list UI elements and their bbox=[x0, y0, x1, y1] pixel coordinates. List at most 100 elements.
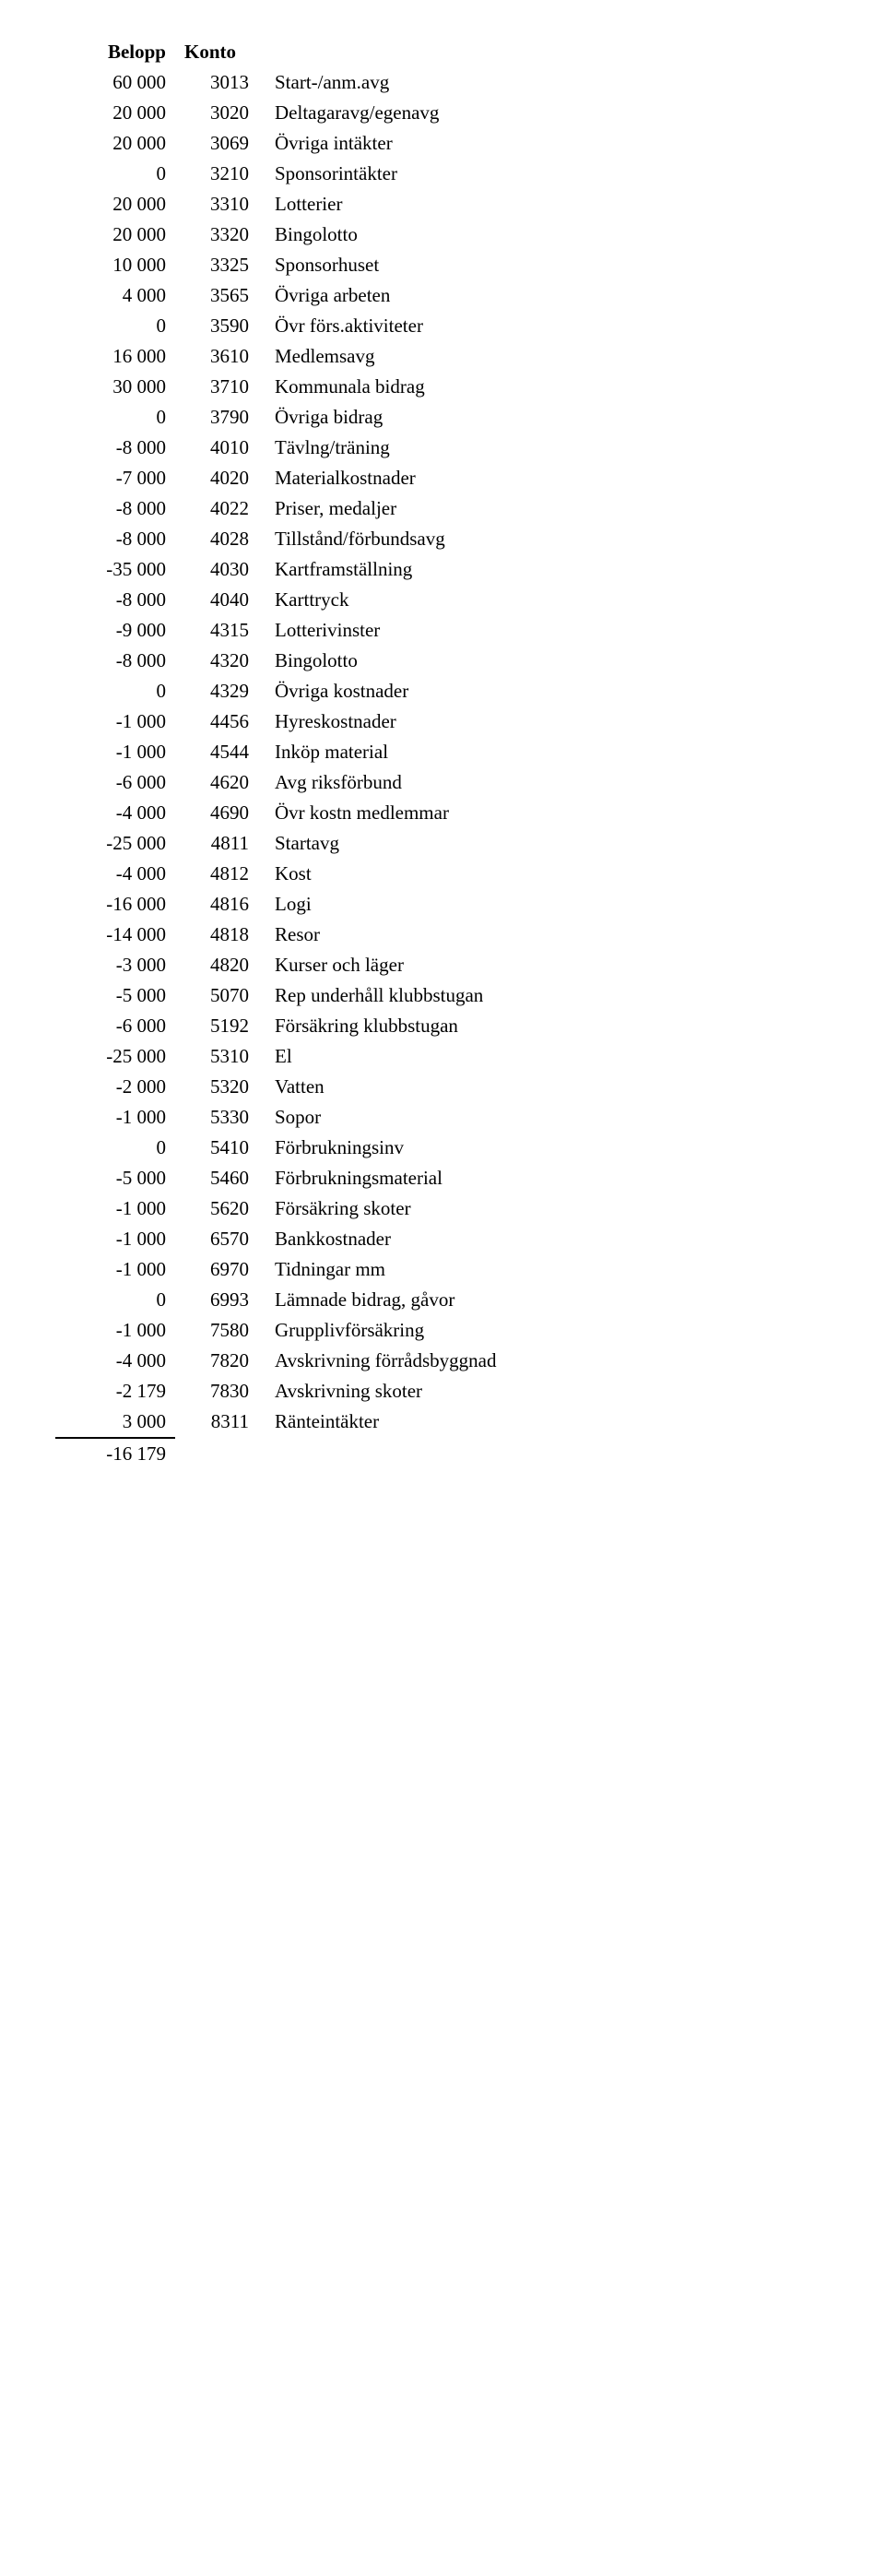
cell-belopp: -1 000 bbox=[55, 1315, 175, 1346]
header-konto: Konto bbox=[175, 37, 258, 67]
cell-belopp: -1 000 bbox=[55, 1102, 175, 1133]
cell-desc: Sponsorhuset bbox=[258, 250, 506, 280]
cell-konto: 3013 bbox=[175, 67, 258, 98]
cell-konto: 3020 bbox=[175, 98, 258, 128]
cell-desc: Förbrukningsinv bbox=[258, 1133, 506, 1163]
cell-konto: 4329 bbox=[175, 676, 258, 706]
cell-belopp: -1 000 bbox=[55, 706, 175, 737]
cell-konto: 4816 bbox=[175, 889, 258, 920]
cell-belopp: -1 000 bbox=[55, 1193, 175, 1224]
table-row: -6 0005192Försäkring klubbstugan bbox=[55, 1011, 506, 1041]
cell-konto: 3710 bbox=[175, 372, 258, 402]
cell-konto: 4812 bbox=[175, 859, 258, 889]
table-row: -35 0004030Kartframställning bbox=[55, 554, 506, 585]
cell-belopp: 20 000 bbox=[55, 98, 175, 128]
cell-belopp: 20 000 bbox=[55, 220, 175, 250]
cell-belopp: 60 000 bbox=[55, 67, 175, 98]
cell-belopp: -1 000 bbox=[55, 1254, 175, 1285]
table-row: -3 0004820Kurser och läger bbox=[55, 950, 506, 980]
cell-konto: 6570 bbox=[175, 1224, 258, 1254]
cell-belopp: -4 000 bbox=[55, 859, 175, 889]
table-row: -2 0005320Vatten bbox=[55, 1072, 506, 1102]
table-row: -1 0005620Försäkring skoter bbox=[55, 1193, 506, 1224]
table-row: -4 0007820Avskrivning förrådsbyggnad bbox=[55, 1346, 506, 1376]
cell-konto: 4030 bbox=[175, 554, 258, 585]
cell-konto: 3790 bbox=[175, 402, 258, 433]
cell-konto: 4620 bbox=[175, 767, 258, 798]
cell-belopp: 4 000 bbox=[55, 280, 175, 311]
cell-belopp: -2 179 bbox=[55, 1376, 175, 1407]
table-row: -2 1797830Avskrivning skoter bbox=[55, 1376, 506, 1407]
cell-desc: Materialkostnader bbox=[258, 463, 506, 493]
total-desc bbox=[258, 1438, 506, 1469]
cell-konto: 4811 bbox=[175, 828, 258, 859]
cell-belopp: 0 bbox=[55, 311, 175, 341]
table-row: 16 0003610Medlemsavg bbox=[55, 341, 506, 372]
cell-belopp: 0 bbox=[55, 1285, 175, 1315]
table-row: -8 0004022Priser, medaljer bbox=[55, 493, 506, 524]
cell-desc: Hyreskostnader bbox=[258, 706, 506, 737]
cell-belopp: 10 000 bbox=[55, 250, 175, 280]
cell-belopp: -4 000 bbox=[55, 798, 175, 828]
table-row: 60 0003013Start-/anm.avg bbox=[55, 67, 506, 98]
cell-konto: 5460 bbox=[175, 1163, 258, 1193]
cell-belopp: -35 000 bbox=[55, 554, 175, 585]
cell-belopp: -25 000 bbox=[55, 828, 175, 859]
cell-desc: Tillstånd/förbundsavg bbox=[258, 524, 506, 554]
cell-konto: 3069 bbox=[175, 128, 258, 159]
cell-desc: Vatten bbox=[258, 1072, 506, 1102]
cell-konto: 3610 bbox=[175, 341, 258, 372]
budget-table: Belopp Konto 60 0003013Start-/anm.avg20 … bbox=[55, 37, 506, 1469]
cell-desc: Startavg bbox=[258, 828, 506, 859]
cell-desc: Avskrivning skoter bbox=[258, 1376, 506, 1407]
cell-belopp: -16 000 bbox=[55, 889, 175, 920]
table-row: 20 0003020Deltagaravg/egenavg bbox=[55, 98, 506, 128]
cell-desc: Kommunala bidrag bbox=[258, 372, 506, 402]
cell-belopp: -9 000 bbox=[55, 615, 175, 646]
cell-konto: 5070 bbox=[175, 980, 258, 1011]
cell-konto: 3210 bbox=[175, 159, 258, 189]
cell-konto: 4320 bbox=[175, 646, 258, 676]
cell-konto: 3310 bbox=[175, 189, 258, 220]
table-row: -4 0004690Övr kostn medlemmar bbox=[55, 798, 506, 828]
table-row: -5 0005460Förbrukningsmaterial bbox=[55, 1163, 506, 1193]
cell-desc: El bbox=[258, 1041, 506, 1072]
cell-desc: Medlemsavg bbox=[258, 341, 506, 372]
table-row: 06993Lämnade bidrag, gåvor bbox=[55, 1285, 506, 1315]
cell-desc: Priser, medaljer bbox=[258, 493, 506, 524]
header-row: Belopp Konto bbox=[55, 37, 506, 67]
cell-konto: 4028 bbox=[175, 524, 258, 554]
cell-belopp: -5 000 bbox=[55, 1163, 175, 1193]
cell-belopp: -8 000 bbox=[55, 433, 175, 463]
cell-belopp: 20 000 bbox=[55, 128, 175, 159]
cell-belopp: -1 000 bbox=[55, 737, 175, 767]
cell-desc: Bankkostnader bbox=[258, 1224, 506, 1254]
cell-konto: 3565 bbox=[175, 280, 258, 311]
table-row: -1 0004456Hyreskostnader bbox=[55, 706, 506, 737]
cell-desc: Avg riksförbund bbox=[258, 767, 506, 798]
cell-belopp: -8 000 bbox=[55, 585, 175, 615]
cell-desc: Övriga intäkter bbox=[258, 128, 506, 159]
cell-belopp: 3 000 bbox=[55, 1407, 175, 1438]
cell-konto: 4690 bbox=[175, 798, 258, 828]
cell-belopp: 16 000 bbox=[55, 341, 175, 372]
cell-desc: Övr förs.aktiviteter bbox=[258, 311, 506, 341]
total-konto bbox=[175, 1438, 258, 1469]
cell-desc: Logi bbox=[258, 889, 506, 920]
table-row: 05410Förbrukningsinv bbox=[55, 1133, 506, 1163]
cell-desc: Inköp material bbox=[258, 737, 506, 767]
cell-desc: Kost bbox=[258, 859, 506, 889]
cell-konto: 7820 bbox=[175, 1346, 258, 1376]
table-row: -4 0004812Kost bbox=[55, 859, 506, 889]
table-row: 03210Sponsorintäkter bbox=[55, 159, 506, 189]
cell-belopp: -4 000 bbox=[55, 1346, 175, 1376]
cell-belopp: -5 000 bbox=[55, 980, 175, 1011]
cell-belopp: -7 000 bbox=[55, 463, 175, 493]
cell-belopp: 0 bbox=[55, 402, 175, 433]
table-row: -25 0005310El bbox=[55, 1041, 506, 1072]
table-row: -6 0004620Avg riksförbund bbox=[55, 767, 506, 798]
cell-konto: 5410 bbox=[175, 1133, 258, 1163]
cell-desc: Övriga kostnader bbox=[258, 676, 506, 706]
cell-konto: 5620 bbox=[175, 1193, 258, 1224]
table-row: 3 0008311Ränteintäkter bbox=[55, 1407, 506, 1438]
